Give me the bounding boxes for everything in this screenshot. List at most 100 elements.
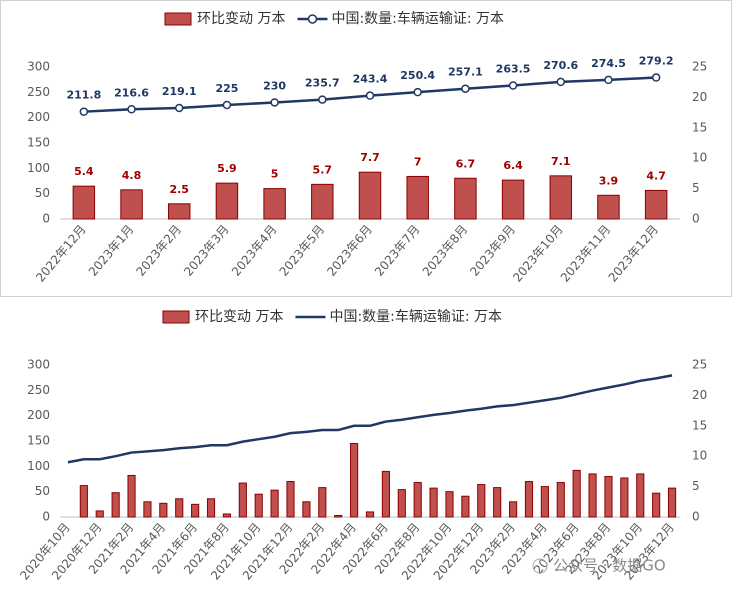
line-marker [651, 73, 661, 82]
data-label: 2.5 [169, 183, 189, 196]
legend-label: 环比变动 万本 [197, 11, 285, 27]
y-tick-label: 0 [42, 212, 50, 226]
bar [159, 502, 168, 518]
legend-label: 环比变动 万本 [195, 309, 283, 325]
bar [549, 175, 572, 220]
y-tick-label: 50 [35, 186, 50, 200]
bar [206, 498, 216, 518]
line-marker [461, 84, 470, 93]
line-marker [508, 81, 518, 90]
line-marker [270, 98, 279, 107]
data-label: 279.2 [639, 55, 674, 68]
line-marker [222, 100, 232, 110]
data-label: 4.8 [122, 169, 142, 182]
bar [143, 501, 152, 518]
chart: 05010015020025030005101520252022年12月2023… [0, 0, 732, 297]
data-label: 6.4 [503, 159, 523, 172]
bar [95, 510, 104, 518]
y2-tick-label: 20 [692, 388, 707, 402]
data-label: 5.7 [313, 163, 333, 176]
bar [493, 487, 502, 518]
chart: 05010015020025030005101520252020年10月2020… [17, 308, 707, 583]
bar [477, 484, 486, 518]
watermark-icon [532, 558, 548, 574]
data-label: 230 [263, 79, 286, 92]
y2-tick-label: 25 [692, 358, 707, 372]
bar [397, 489, 406, 518]
bar [445, 491, 454, 518]
data-label: 250.4 [400, 69, 435, 82]
y2-tick-label: 15 [692, 418, 707, 432]
y-tick-label: 100 [27, 161, 50, 175]
legend-swatch [164, 12, 192, 26]
bar [302, 501, 311, 518]
y-tick-label: 150 [27, 136, 50, 150]
data-label: 5.9 [217, 162, 237, 175]
bar [127, 474, 136, 518]
data-label: 6.7 [456, 157, 476, 170]
y-tick-label: 300 [27, 358, 50, 372]
data-label: 270.6 [543, 59, 578, 72]
bar [191, 503, 200, 518]
bar [572, 469, 581, 518]
data-label: 4.7 [646, 169, 666, 182]
data-label: 7.1 [551, 155, 571, 168]
bar [79, 485, 88, 518]
bar [365, 511, 375, 518]
y-tick-label: 150 [27, 434, 50, 448]
y-tick-label: 300 [27, 60, 50, 74]
line-marker [556, 77, 566, 87]
bar [254, 493, 263, 518]
bar [238, 482, 247, 518]
bar [597, 194, 620, 220]
bar [540, 486, 549, 518]
y2-tick-label: 25 [692, 60, 707, 74]
y2-tick-label: 20 [692, 90, 707, 104]
line-marker [318, 95, 327, 104]
bar [286, 481, 295, 518]
line-marker [604, 75, 613, 85]
line-marker [79, 107, 89, 116]
line-marker [127, 105, 136, 114]
bar [644, 189, 668, 220]
y2-tick-label: 5 [692, 181, 700, 195]
y2-tick-label: 10 [692, 151, 707, 165]
legend-label: 中国:数量:车辆运输证: 万本 [329, 308, 502, 325]
bar [334, 514, 343, 518]
bar [175, 498, 184, 518]
data-label: 225 [215, 82, 238, 95]
data-label: 235.7 [305, 77, 340, 90]
data-label: 7 [414, 155, 422, 168]
bar [358, 171, 382, 220]
watermark: 公众号 · 数据GO [553, 557, 666, 575]
data-label: 243.4 [353, 73, 388, 86]
y-tick-label: 250 [27, 85, 50, 99]
bar [556, 482, 565, 518]
data-label: 7.7 [360, 151, 380, 164]
bar [168, 203, 191, 220]
bar [350, 443, 359, 518]
bar [215, 182, 239, 220]
data-label: 5.4 [74, 165, 94, 178]
bar [454, 177, 477, 220]
bar [311, 183, 334, 220]
data-label: 257.1 [448, 66, 483, 79]
y-tick-label: 0 [42, 510, 50, 524]
line-marker [365, 91, 375, 100]
data-label: 219.1 [162, 85, 197, 98]
bar [263, 188, 286, 220]
data-label: 5 [271, 168, 279, 181]
y-tick-label: 250 [27, 383, 50, 397]
data-label: 274.5 [591, 57, 626, 70]
y2-tick-label: 0 [692, 510, 700, 524]
line-marker [174, 103, 184, 113]
y2-tick-label: 10 [692, 449, 707, 463]
bar [588, 473, 597, 518]
bar [111, 492, 120, 518]
y2-tick-label: 0 [692, 212, 700, 226]
bar [413, 482, 422, 518]
data-label: 263.5 [496, 62, 531, 75]
bar [318, 487, 327, 518]
line-marker [413, 87, 422, 97]
